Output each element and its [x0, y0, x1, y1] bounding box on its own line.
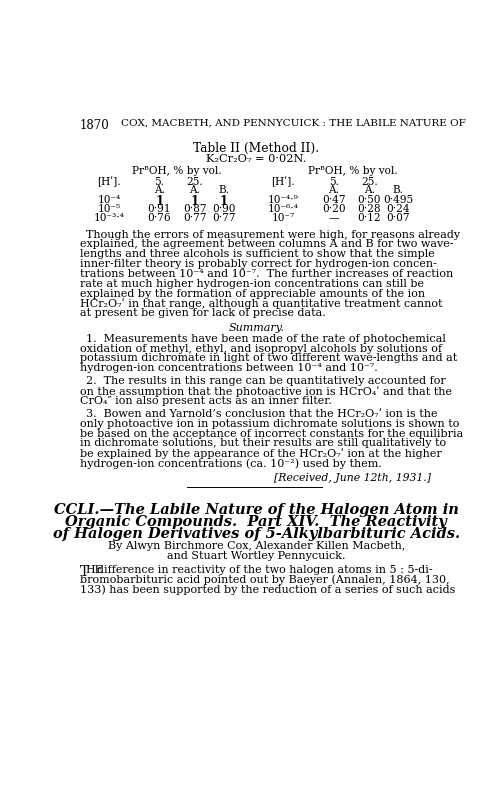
Text: lengths and three alcohols is sufficient to show that the simple: lengths and three alcohols is sufficient…: [80, 249, 434, 259]
Text: of Halogen Derivatives of 5-Alkylbarbituric Acids.: of Halogen Derivatives of 5-Alkylbarbitu…: [52, 527, 460, 541]
Text: 1870: 1870: [80, 119, 110, 132]
Text: oxidation of methyl, ethyl, and isopropyl alcohols by solutions of: oxidation of methyl, ethyl, and isopropy…: [80, 343, 442, 354]
Text: on the assumption that the photoactive ion is HCrO₄ʹ and that the: on the assumption that the photoactive i…: [80, 386, 452, 397]
Text: 0·90: 0·90: [212, 204, 236, 214]
Text: B.: B.: [392, 185, 404, 195]
Text: and Stuart Wortley Pennycuick.: and Stuart Wortley Pennycuick.: [167, 551, 346, 561]
Text: 10⁻⁴: 10⁻⁴: [98, 195, 120, 205]
Text: 25.: 25.: [361, 177, 378, 186]
Text: 10⁻⁴·⁹: 10⁻⁴·⁹: [268, 195, 299, 205]
Text: 0·77: 0·77: [183, 214, 207, 224]
Text: 1: 1: [156, 195, 164, 208]
Text: be explained by the appearance of the HCr₂O₇ʹ ion at the higher: be explained by the appearance of the HC…: [80, 448, 442, 459]
Text: 10⁻³·⁴: 10⁻³·⁴: [94, 214, 124, 224]
Text: A.: A.: [364, 185, 375, 195]
Text: 0·87: 0·87: [183, 204, 207, 214]
Text: explained by the formation of appreciable amounts of the ion: explained by the formation of appreciabl…: [80, 289, 424, 299]
Text: 0·77: 0·77: [212, 214, 236, 224]
Text: PrᴮOH, % by vol.: PrᴮOH, % by vol.: [308, 167, 398, 177]
Text: Summary.: Summary.: [228, 323, 284, 333]
Text: A.: A.: [328, 185, 339, 195]
Text: 5.: 5.: [154, 177, 164, 186]
Text: Table II (Method II).: Table II (Method II).: [193, 142, 320, 155]
Text: 2.  The results in this range can be quantitatively accounted for: 2. The results in this range can be quan…: [86, 377, 446, 386]
Text: 0·76: 0·76: [148, 214, 171, 224]
Text: trations between 10⁻⁴ and 10⁻⁷.  The further increases of reaction: trations between 10⁻⁴ and 10⁻⁷. The furt…: [80, 269, 453, 279]
Text: Organic Compounds.  Part XIV.  The Reactivity: Organic Compounds. Part XIV. The Reactiv…: [66, 515, 447, 530]
Text: be based on the acceptance of incorrect constants for the equilibria: be based on the acceptance of incorrect …: [80, 428, 463, 438]
Text: —: —: [328, 214, 339, 224]
Text: in dichromate solutions, but their results are still qualitatively to: in dichromate solutions, but their resul…: [80, 438, 446, 449]
Text: 1: 1: [220, 195, 228, 208]
Text: hydrogen-ion concentrations between 10⁻⁴ and 10⁻⁷.: hydrogen-ion concentrations between 10⁻⁴…: [80, 364, 378, 373]
Text: Though the errors of measurement were high, for reasons already: Though the errors of measurement were hi…: [86, 230, 460, 240]
Text: 1: 1: [191, 195, 199, 208]
Text: 0·495: 0·495: [383, 195, 413, 205]
Text: T: T: [80, 565, 89, 579]
Text: bromobarbituric acid pointed out by Baeyer (Annalen, 1864, 130,: bromobarbituric acid pointed out by Baey…: [80, 575, 449, 586]
Text: B.: B.: [218, 185, 229, 195]
Text: [Hʹ].: [Hʹ].: [97, 177, 121, 187]
Text: explained, the agreement between columns A and B for two wave-: explained, the agreement between columns…: [80, 240, 453, 249]
Text: HE: HE: [86, 565, 104, 575]
Text: PrᴮOH, % by vol.: PrᴮOH, % by vol.: [132, 167, 222, 177]
Text: only photoactive ion in potassium dichromate solutions is shown to: only photoactive ion in potassium dichro…: [80, 419, 459, 428]
Text: potassium dichromate in light of two different wave-lengths and at: potassium dichromate in light of two dif…: [80, 353, 457, 364]
Text: 1.  Measurements have been made of the rate of photochemical: 1. Measurements have been made of the ra…: [86, 334, 446, 343]
Text: 0·07: 0·07: [386, 214, 410, 224]
Text: HCr₂O₇ʹ in that range, although a quantitative treatment cannot: HCr₂O₇ʹ in that range, although a quanti…: [80, 299, 442, 309]
Text: A.: A.: [190, 185, 200, 195]
Text: 10⁻⁵: 10⁻⁵: [98, 204, 120, 214]
Text: A.: A.: [154, 185, 165, 195]
Text: 0·20: 0·20: [322, 204, 345, 214]
Text: 0·50: 0·50: [358, 195, 381, 205]
Text: CrO₄″ ion also present acts as an inner filter.: CrO₄″ ion also present acts as an inner …: [80, 396, 332, 406]
Text: at present be given for lack of precise data.: at present be given for lack of precise …: [80, 309, 326, 318]
Text: CCLI.—The Labile Nature of the Halogen Atom in: CCLI.—The Labile Nature of the Halogen A…: [54, 504, 458, 518]
Text: COX, MACBETH, AND PENNYCUICK : THE LABILE NATURE OF: COX, MACBETH, AND PENNYCUICK : THE LABIL…: [122, 119, 466, 128]
Text: 0·47: 0·47: [322, 195, 345, 205]
Text: 25.: 25.: [186, 177, 204, 186]
Text: By Alwyn Birchmore Cox, Alexander Killen Macbeth,: By Alwyn Birchmore Cox, Alexander Killen…: [108, 541, 405, 551]
Text: K₂Cr₂O₇ = 0·02N.: K₂Cr₂O₇ = 0·02N.: [206, 154, 306, 164]
Text: 0·91: 0·91: [148, 204, 171, 214]
Text: 0·24: 0·24: [386, 204, 410, 214]
Text: 0·12: 0·12: [358, 214, 381, 224]
Text: 10⁻⁶·⁴: 10⁻⁶·⁴: [268, 204, 299, 214]
Text: 3.  Bowen and Yarnold’s conclusion that the HCr₂O₇ʹ ion is the: 3. Bowen and Yarnold’s conclusion that t…: [86, 409, 437, 419]
Text: inner-filter theory is probably correct for hydrogen-ion concen-: inner-filter theory is probably correct …: [80, 259, 436, 269]
Text: hydrogen-ion concentrations (ca. 10⁻²) used by them.: hydrogen-ion concentrations (ca. 10⁻²) u…: [80, 458, 382, 469]
Text: 0·28: 0·28: [358, 204, 381, 214]
Text: 10⁻⁷: 10⁻⁷: [272, 214, 295, 224]
Text: 5.: 5.: [329, 177, 339, 186]
Text: difference in reactivity of the two halogen atoms in 5 : 5-di-: difference in reactivity of the two halo…: [96, 565, 432, 575]
Text: [Hʹ].: [Hʹ].: [272, 177, 295, 187]
Text: 133) has been supported by the reduction of a series of such acids: 133) has been supported by the reduction…: [80, 585, 455, 595]
Text: rate at much higher hydrogen-ion concentrations can still be: rate at much higher hydrogen-ion concent…: [80, 279, 424, 289]
Text: [Received, June 12th, 1931.]: [Received, June 12th, 1931.]: [274, 473, 430, 483]
